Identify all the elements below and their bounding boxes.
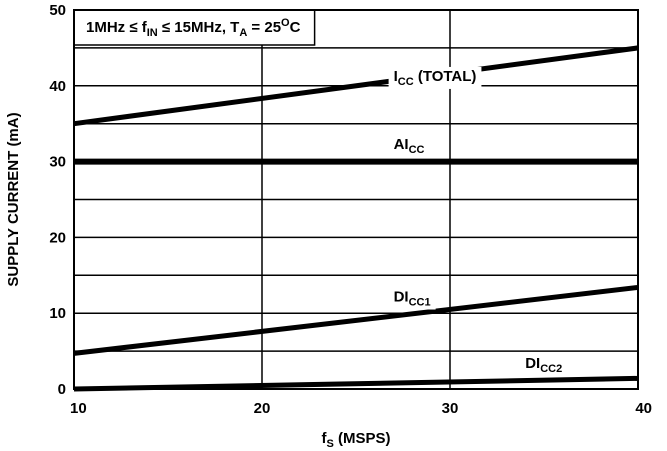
x-axis-title: fS (MSPS)	[321, 430, 390, 450]
series-label-main: AI	[394, 136, 409, 153]
conditions-annotation: 1MHz ≤ fIN ≤ 15MHz, TA = 25OC	[86, 17, 301, 39]
series-label-sub: CC	[409, 144, 425, 156]
conditions-sub-1: IN	[147, 27, 158, 39]
series-label-text: ICC (TOTAL)	[394, 68, 477, 88]
series-label-rest: (TOTAL)	[414, 68, 477, 85]
conditions-superscript: O	[281, 17, 290, 29]
series-label: AICC	[388, 135, 430, 158]
x-tick-label: 20	[254, 400, 271, 417]
y-tick-label: 10	[49, 305, 66, 322]
x-axis-title-rest: (MSPS)	[334, 430, 391, 447]
series-label-main: DI	[525, 355, 540, 372]
conditions-sub-2: A	[239, 27, 247, 39]
series-label: DICC2	[520, 354, 568, 377]
series-label: DICC1	[388, 287, 436, 310]
series-label-text: AICC	[394, 136, 425, 156]
series-label-bg	[520, 354, 568, 377]
series-label-sub: CC1	[409, 297, 431, 309]
series-line	[73, 375, 639, 392]
series-line	[73, 284, 639, 356]
x-tick-label: 10	[70, 400, 87, 417]
series-label-sub: CC	[398, 76, 414, 88]
series-label-bg	[388, 66, 482, 89]
y-tick-label: 30	[49, 154, 66, 171]
conditions-part-3: = 25	[247, 19, 281, 36]
series-lines	[73, 45, 639, 392]
x-tick-label: 40	[635, 400, 652, 417]
series-label-text: DICC2	[525, 355, 562, 375]
series-label-bg	[388, 135, 430, 158]
x-axis-title-main: f	[321, 430, 327, 447]
series-line	[73, 45, 639, 127]
x-tick-label: 30	[442, 400, 459, 417]
y-tick-label: 40	[49, 78, 66, 95]
y-tick-label: 20	[49, 229, 66, 246]
conditions-part-4: C	[290, 19, 301, 36]
plot-frame	[73, 9, 639, 390]
conditions-part-1: 1MHz ≤ f	[86, 19, 148, 36]
conditions-part-2: ≤ 15MHz, T	[158, 19, 240, 36]
x-axis-title-sub: S	[326, 438, 333, 450]
series-label-text: DICC1	[394, 289, 431, 309]
series-label-main: I	[394, 68, 398, 85]
y-axis-title: SUPPLY CURRENT (mA)	[5, 112, 22, 286]
y-tick-label: 0	[58, 381, 66, 398]
y-tick-label: 50	[49, 2, 66, 19]
series-label-main: DI	[394, 289, 409, 306]
series-label-bg	[388, 287, 436, 310]
series-label-sub: CC2	[540, 363, 562, 375]
grid	[73, 9, 639, 390]
series-label: ICC (TOTAL)	[388, 66, 482, 89]
